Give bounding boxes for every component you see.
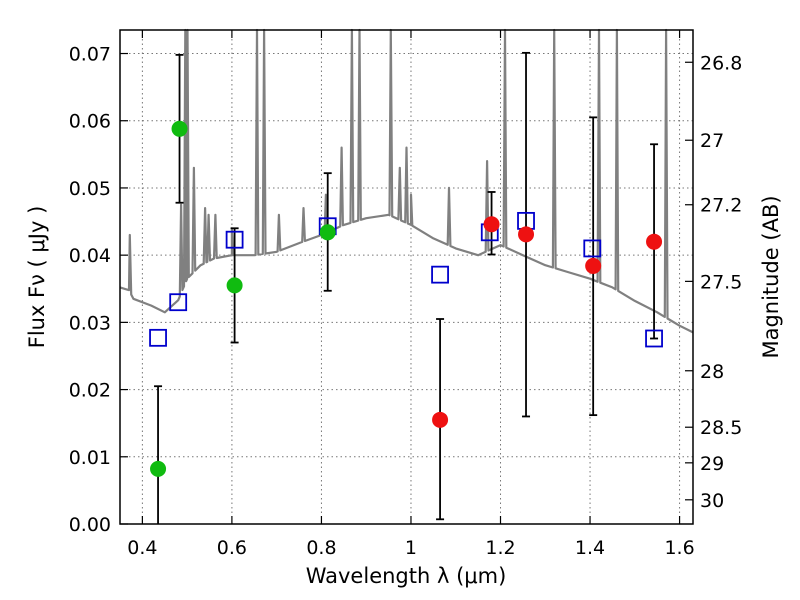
x-tick-label: 1.2 (485, 537, 515, 559)
x-tick-label: 0.8 (306, 537, 336, 559)
green-point (171, 120, 188, 137)
y-tick-label: 0.02 (69, 380, 111, 402)
y-tick-label: 0.05 (69, 178, 111, 200)
model-square (583, 239, 602, 258)
y2-axis-title: Magnitude (AB) (759, 195, 783, 358)
green-point (319, 224, 336, 241)
y-tick-label: 0.03 (69, 312, 111, 334)
plot-frame (119, 29, 694, 525)
gridlines (120, 30, 693, 524)
y2-tick-label: 27.5 (700, 271, 742, 293)
template-spectrum (119, 28, 694, 334)
model-square (169, 293, 188, 312)
observed-points (150, 120, 663, 477)
green-point (150, 460, 167, 477)
model-square (225, 230, 244, 249)
x-tick-label: 0.6 (217, 537, 247, 559)
red-point (585, 257, 602, 274)
y2-tick-label: 26.8 (700, 52, 742, 74)
red-point (518, 226, 535, 243)
model-points (149, 211, 663, 348)
y2-tick-label: 29 (700, 453, 724, 475)
y-tick-label: 0.07 (69, 44, 111, 66)
x-axis-title: Wavelength λ (μm) (306, 564, 507, 588)
x-tick-label: 1.6 (664, 537, 694, 559)
x-tick-label: 0.4 (127, 537, 157, 559)
y-tick-label: 0.06 (69, 111, 111, 133)
model-square (431, 265, 449, 284)
x-tick-label: 1.4 (575, 537, 605, 559)
y2-tick-label: 28 (700, 361, 724, 383)
x-tick-label: 1 (405, 537, 417, 559)
axis-ticks: 0.4 0.6 0.8 1 1.2 1.4 1.6 0.00 0.01 0.02 0.03 0.04 0… (69, 30, 742, 559)
y-tick-label: 0.00 (69, 514, 111, 536)
y2-tick-label: 30 (700, 490, 724, 512)
y-axis-title: Flux Fν ( μJy ) (25, 206, 49, 349)
y2-tick-label: 27.2 (700, 195, 742, 217)
y2-tick-label: 27 (700, 130, 724, 152)
red-point (646, 233, 663, 250)
model-square (645, 329, 663, 348)
red-point (432, 411, 449, 428)
template-spectrum-line (119, 28, 694, 334)
red-point (483, 216, 500, 233)
y-tick-label: 0.04 (69, 245, 111, 267)
model-square (149, 328, 167, 347)
y-tick-label: 0.01 (69, 447, 111, 469)
y2-tick-label: 28.5 (700, 417, 742, 439)
green-point (226, 277, 243, 294)
